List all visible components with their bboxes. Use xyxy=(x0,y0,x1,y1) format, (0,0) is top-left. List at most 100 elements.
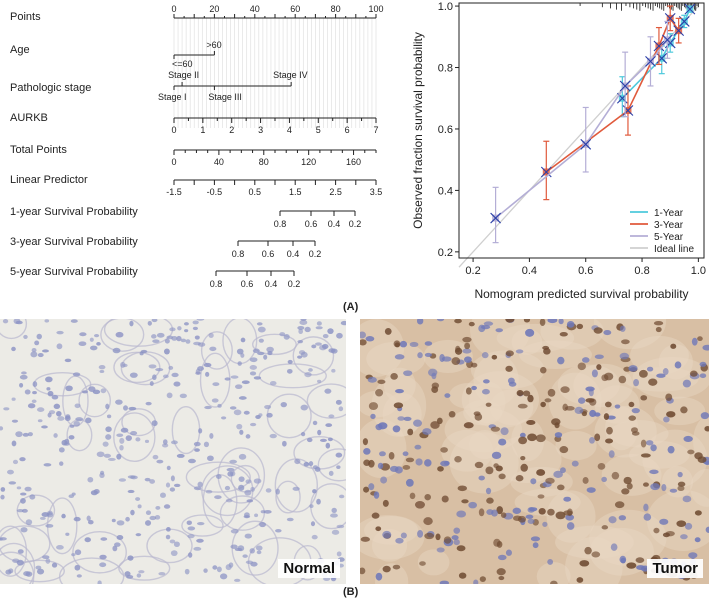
nucleus xyxy=(286,368,293,374)
nucleus xyxy=(431,382,440,389)
nucleus xyxy=(215,474,222,480)
nucleus xyxy=(275,488,280,495)
nucleus xyxy=(168,365,174,370)
nucleus xyxy=(440,460,450,467)
nucleus xyxy=(155,505,161,510)
nucleus xyxy=(194,335,200,340)
y-tick-label: 0.6 xyxy=(438,124,453,136)
nucleus xyxy=(166,465,171,471)
nucleus xyxy=(239,429,244,435)
nucleus xyxy=(151,420,158,427)
nucleus xyxy=(23,571,31,577)
nucleus xyxy=(19,374,28,380)
nucleus xyxy=(424,459,432,467)
nucleus xyxy=(24,486,32,492)
nucleus xyxy=(694,537,701,543)
nucleus xyxy=(20,527,28,533)
nucleus xyxy=(456,545,466,552)
nucleus xyxy=(601,476,607,483)
nucleus xyxy=(152,374,157,381)
nucleus xyxy=(325,442,331,449)
cytoplasm-patch xyxy=(463,399,503,426)
nucleus xyxy=(614,501,625,509)
cytoplasm-patch xyxy=(589,509,667,567)
nucleus xyxy=(571,460,579,467)
nucleus xyxy=(550,580,558,584)
nucleus xyxy=(462,348,472,354)
nucleus xyxy=(582,357,590,363)
nucleus xyxy=(388,452,395,460)
nucleus xyxy=(192,326,198,331)
nucleus xyxy=(513,515,522,521)
nucleus xyxy=(151,319,158,323)
linear-predictor-tick-label: -1.5 xyxy=(166,187,182,197)
nucleus xyxy=(36,333,42,340)
nucleus xyxy=(53,433,58,438)
nucleus xyxy=(234,578,241,582)
legend-label: Ideal line xyxy=(654,244,694,255)
nucleus xyxy=(185,339,191,344)
nucleus xyxy=(566,522,575,530)
nucleus xyxy=(601,525,609,530)
nucleus xyxy=(465,387,472,395)
nucleus xyxy=(393,340,401,348)
nucleus xyxy=(483,321,494,326)
nucleus xyxy=(439,354,445,362)
nucleus xyxy=(670,343,677,349)
nucleus xyxy=(259,521,267,528)
nucleus xyxy=(593,327,603,334)
nucleus xyxy=(389,465,399,472)
nucleus xyxy=(144,439,150,443)
nucleus xyxy=(236,348,244,355)
nucleus xyxy=(41,425,48,429)
nucleus xyxy=(662,368,669,376)
nucleus xyxy=(212,382,220,387)
nucleus xyxy=(409,341,419,348)
nucleus xyxy=(520,463,528,472)
nucleus xyxy=(217,403,222,408)
nucleus xyxy=(496,506,503,515)
nucleus xyxy=(448,411,456,418)
nucleus xyxy=(279,332,286,337)
nucleus xyxy=(468,321,475,327)
nucleus xyxy=(84,537,91,543)
data-point-cross xyxy=(645,55,656,67)
nucleus xyxy=(127,489,135,494)
nucleus xyxy=(297,325,305,330)
nucleus xyxy=(76,574,82,578)
nucleus xyxy=(640,395,648,401)
nucleus xyxy=(125,516,130,522)
nucleus xyxy=(253,376,262,380)
nucleus xyxy=(158,572,166,576)
nucleus xyxy=(419,561,426,566)
nucleus xyxy=(563,510,573,516)
plot-frame xyxy=(458,2,705,259)
nucleus xyxy=(394,354,405,360)
nucleus xyxy=(416,319,424,325)
nucleus xyxy=(545,477,555,484)
nomogram-row-label: Linear Predictor xyxy=(10,174,88,186)
micrograph-normal: Normal xyxy=(0,319,346,584)
tubule-outline xyxy=(251,333,297,356)
nucleus xyxy=(474,461,484,469)
nucleus xyxy=(212,565,218,570)
nucleus xyxy=(517,403,528,409)
nucleus xyxy=(99,472,105,478)
nucleus xyxy=(491,451,502,460)
nomogram-row-label: 3-year Survival Probability xyxy=(10,236,138,248)
nucleus xyxy=(233,409,242,416)
nucleus xyxy=(360,339,367,346)
nucleus xyxy=(370,413,376,420)
nucleus xyxy=(237,545,245,552)
nucleus xyxy=(204,405,212,410)
cytoplasm-patch xyxy=(382,393,422,437)
nucleus xyxy=(64,415,71,422)
nucleus xyxy=(382,530,392,539)
nucleus xyxy=(464,342,471,350)
nucleus xyxy=(306,437,313,443)
one-year-survival-tick-label: 0.2 xyxy=(349,219,362,229)
nucleus xyxy=(263,509,272,514)
nucleus xyxy=(608,516,617,524)
nucleus xyxy=(173,541,180,548)
nucleus xyxy=(479,576,486,582)
